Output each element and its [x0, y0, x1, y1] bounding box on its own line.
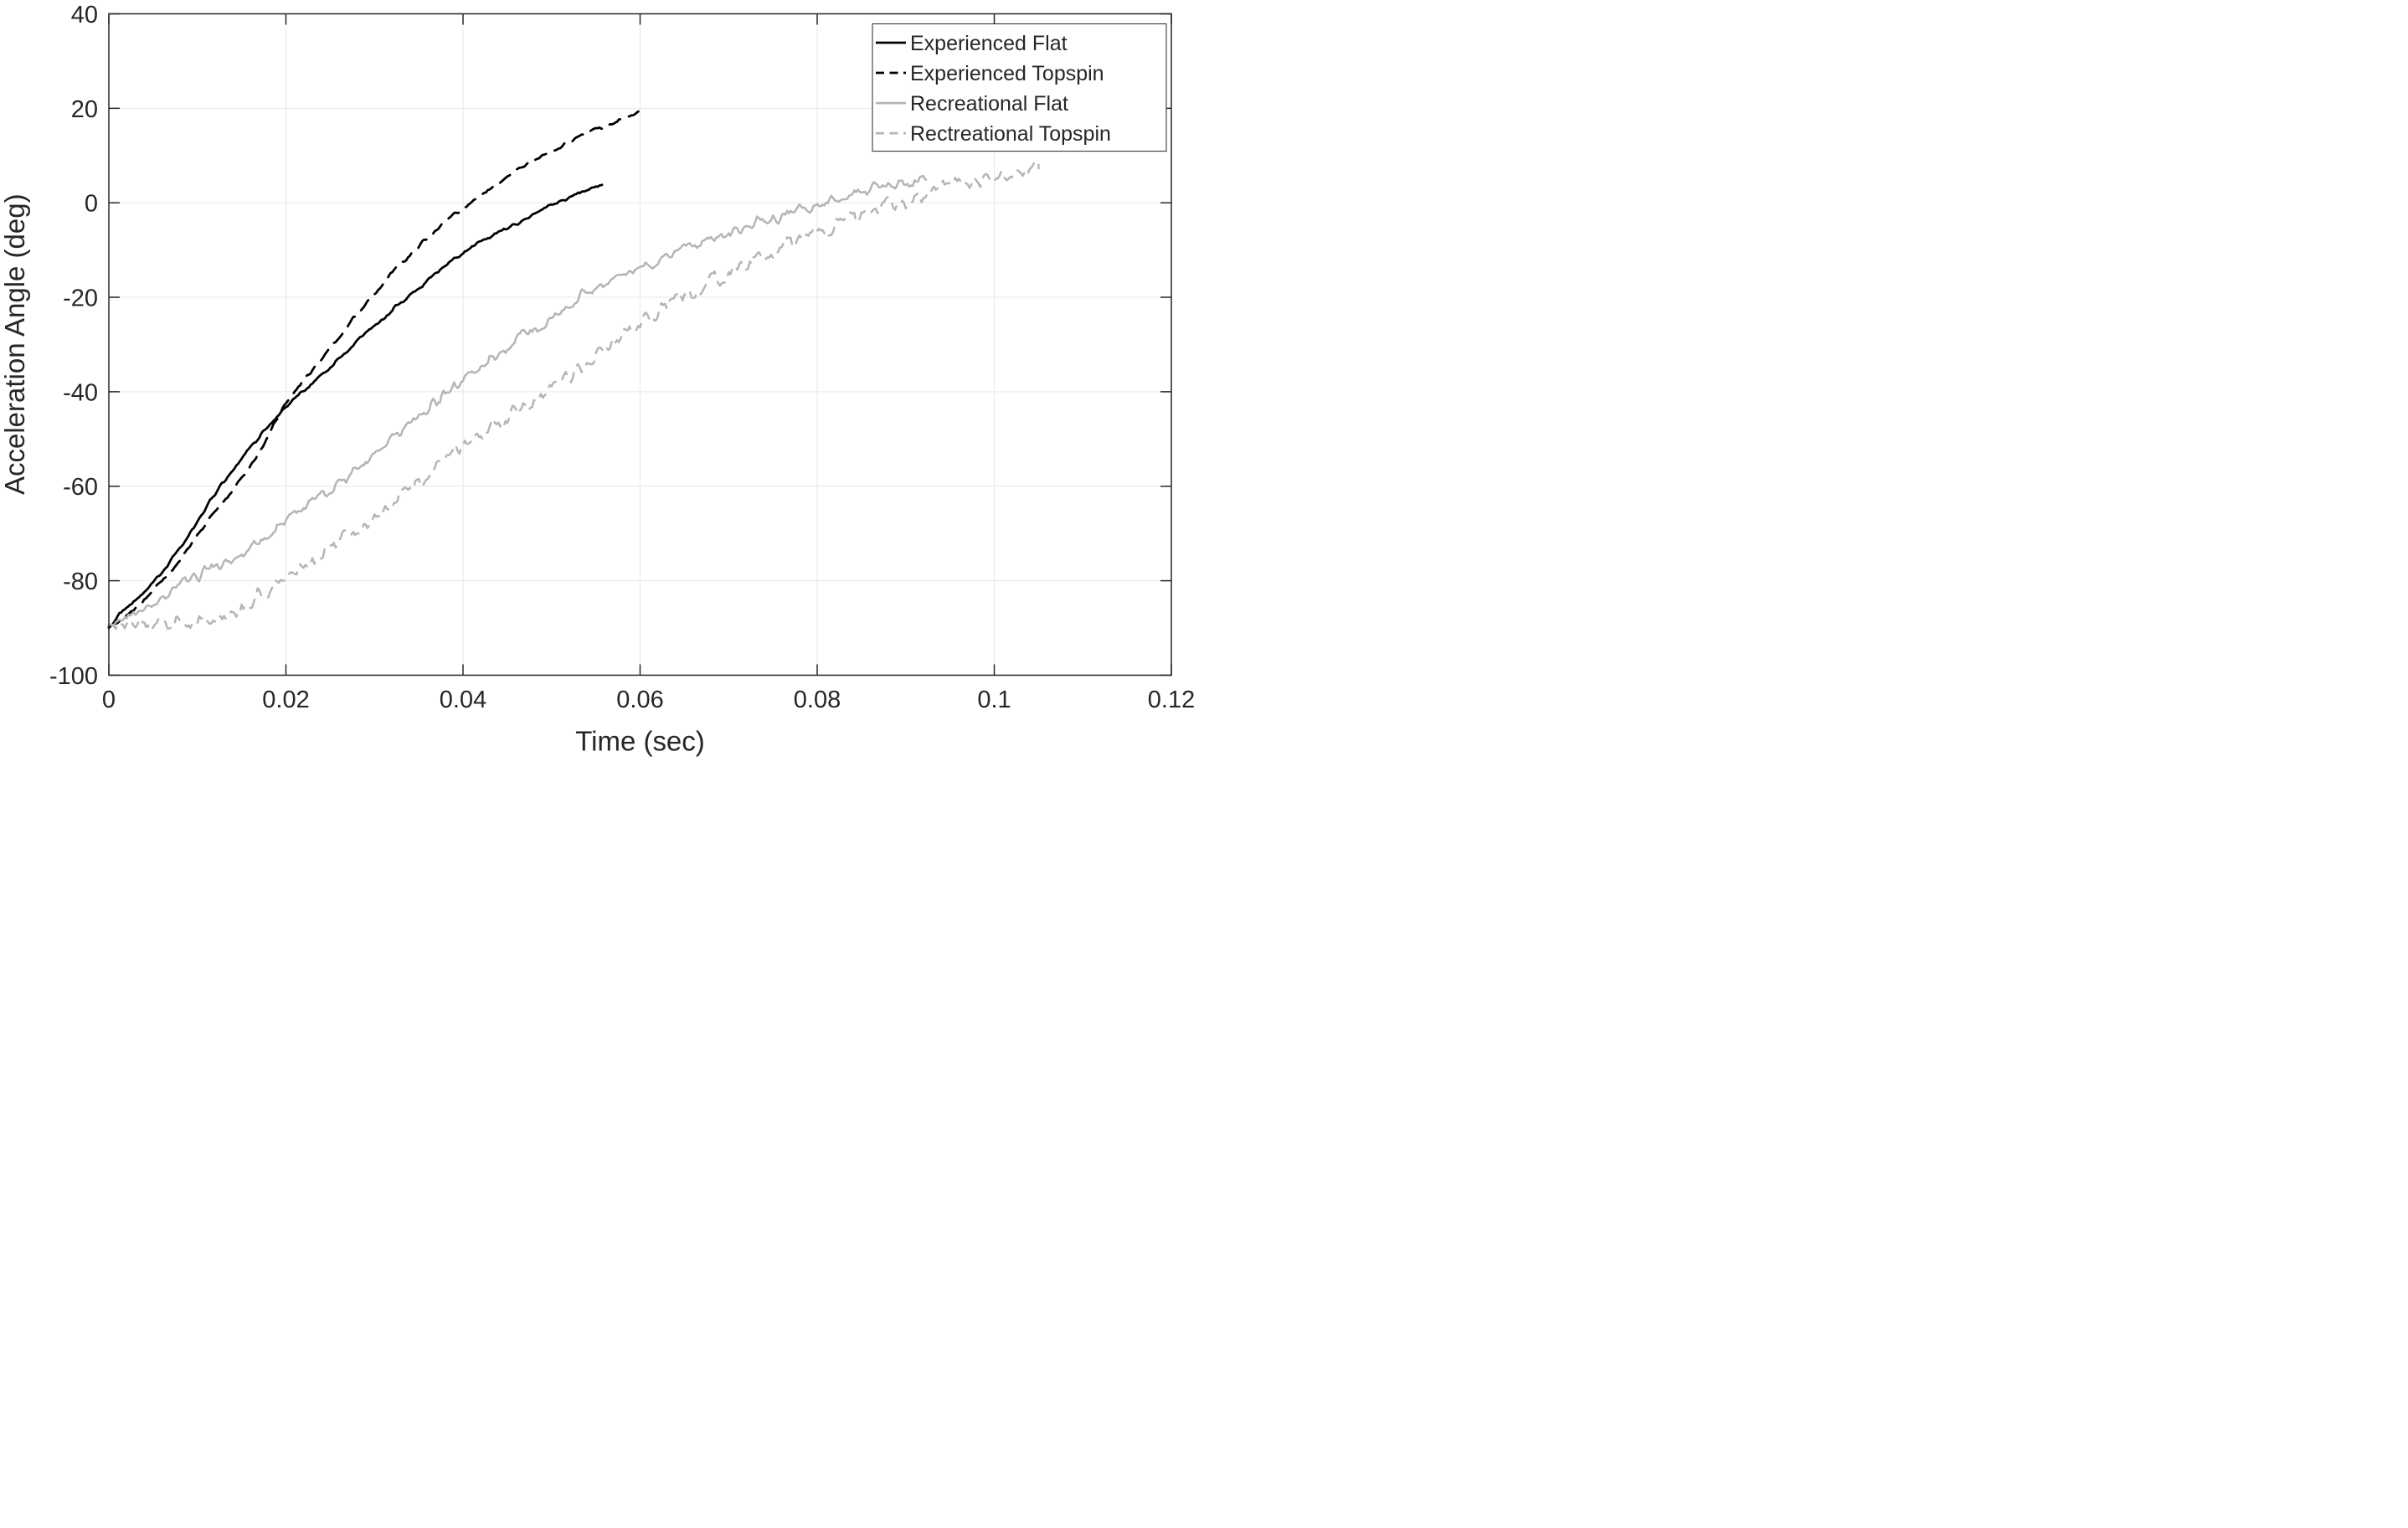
y-tick-label: -40 — [63, 379, 98, 406]
y-tick-label: -80 — [63, 568, 98, 595]
figure-container: 0 0.02 0.04 0.06 0.08 0.1 0.12 40 20 0 -20 -40 -60 -8… — [0, 0, 1204, 764]
data-series — [107, 110, 1040, 632]
legend-label: Experienced Topspin — [910, 62, 1104, 85]
y-tick-label: -20 — [63, 286, 98, 312]
x-tick-label: 0.08 — [794, 687, 841, 713]
x-tick-label: 0.06 — [616, 687, 663, 713]
legend: Experienced Flat Experienced Topspin Recre… — [872, 23, 1167, 152]
y-tick-label: 40 — [71, 2, 98, 28]
legend-label: Recreational Flat — [910, 92, 1068, 116]
legend-label: Rectreational Topspin — [910, 122, 1111, 146]
y-axis-label: Acceleration Angle (deg) — [0, 193, 30, 495]
x-tick-label: 0.1 — [977, 687, 1011, 713]
legend-box — [872, 23, 1167, 152]
tick-labels: 0 0.02 0.04 0.06 0.08 0.1 0.12 40 20 0 -20 -40 -60 -8… — [49, 2, 1195, 713]
x-tick-label: 0 — [102, 687, 116, 713]
x-tick-label: 0.12 — [1148, 687, 1195, 713]
x-tick-label: 0.02 — [262, 687, 309, 713]
series-line-experienced-topspin — [107, 110, 640, 630]
series-line-recreational-flat — [107, 174, 928, 627]
series-line-rectreational-topspin — [107, 161, 1040, 632]
y-tick-label: -60 — [63, 474, 98, 501]
chart-canvas: 0 0.02 0.04 0.06 0.08 0.1 0.12 40 20 0 -20 -40 -60 -8… — [0, 0, 1204, 764]
x-axis-label: Time (sec) — [575, 725, 705, 756]
y-tick-label: -100 — [49, 663, 98, 690]
series-line-experienced-flat — [107, 183, 604, 629]
y-tick-label: 20 — [71, 96, 98, 123]
y-tick-label: 0 — [85, 191, 98, 218]
legend-label: Experienced Flat — [910, 32, 1068, 55]
x-tick-label: 0.04 — [440, 687, 486, 713]
